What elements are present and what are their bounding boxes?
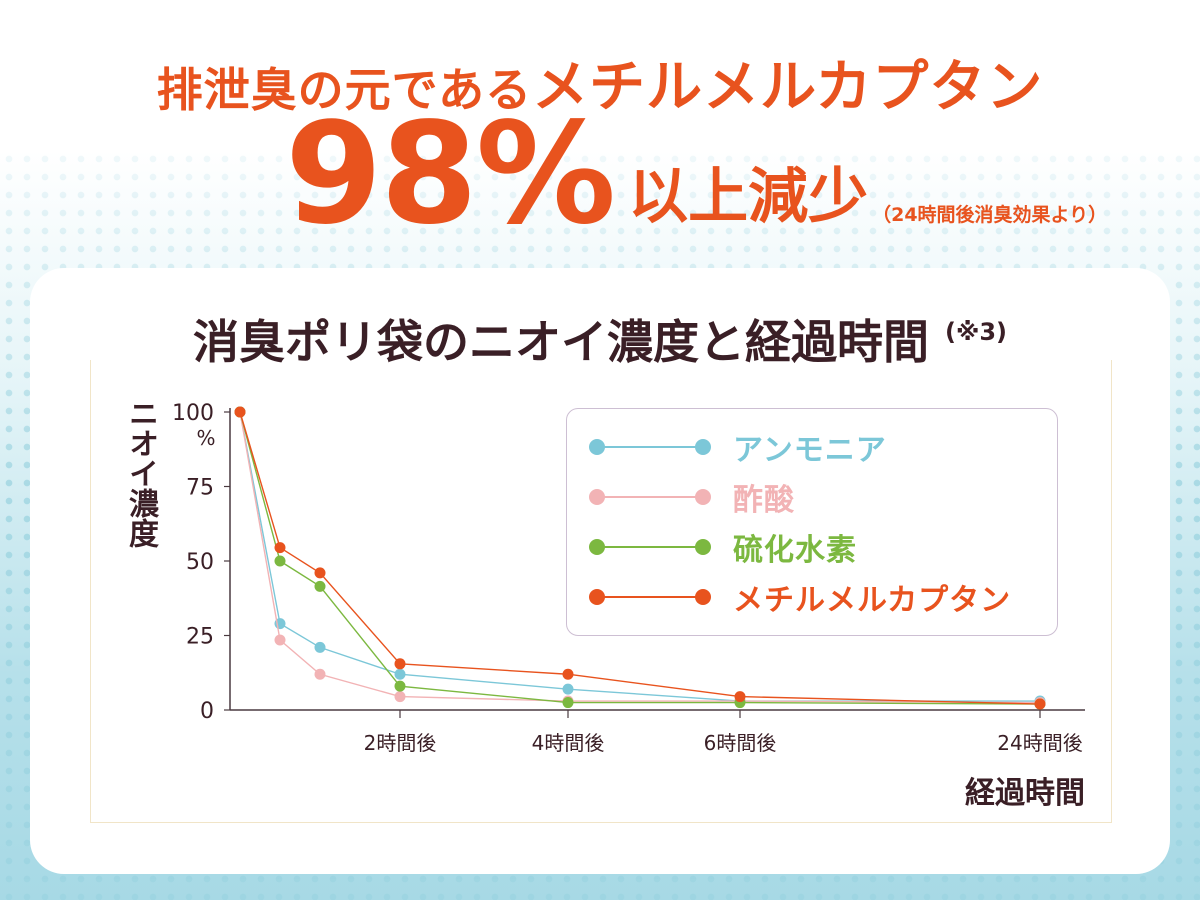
chart-title-note: (※3)	[945, 318, 1007, 346]
data-point	[394, 668, 406, 680]
legend-swatch	[589, 539, 711, 555]
headline-prefix: 排泄臭の元である	[156, 63, 533, 117]
data-point	[314, 668, 326, 680]
data-point	[234, 406, 246, 418]
chart-title-text: 消臭ポリ袋のニオイ濃度と経過時間	[193, 315, 929, 369]
headline-line-1: 排泄臭の元であるメチルメルカプタン	[0, 42, 1200, 123]
legend-label: 硫化水素	[733, 533, 857, 568]
y-axis-label: ニオイ濃度	[123, 398, 158, 548]
data-point	[314, 580, 326, 592]
data-point	[314, 567, 326, 579]
x-tick-label: 4時間後	[532, 731, 605, 755]
legend-label: アンモニア	[733, 433, 887, 468]
headline-note: （24時間後消臭効果より）	[872, 204, 1108, 226]
headline-line-2: 98% 以上減少 （24時間後消臭効果より）	[285, 105, 1107, 245]
data-point	[394, 658, 406, 670]
data-point	[274, 555, 286, 567]
data-point	[274, 634, 286, 646]
series-line-1	[239, 411, 1041, 704]
headline-emphasis: メチルメルカプタン	[532, 55, 1044, 120]
legend: アンモニア 酢酸 硫化水素 メチルメルカプタン	[566, 408, 1058, 636]
data-point	[562, 668, 574, 680]
chart-title: 消臭ポリ袋のニオイ濃度と経過時間 (※3)	[0, 306, 1200, 372]
headline-reduction: 以上減少	[628, 162, 869, 232]
y-unit-label: %	[196, 426, 215, 450]
x-tick-label: 24時間後	[997, 731, 1082, 755]
y-tick-label: 25	[186, 625, 214, 650]
legend-item-hydrogen-sulfide: 硫化水素	[589, 527, 857, 568]
x-tick-label: 2時間後	[364, 731, 437, 755]
legend-item-ammonia: アンモニア	[589, 427, 887, 468]
data-point	[314, 641, 326, 653]
x-axis-label: 経過時間	[965, 776, 1085, 811]
y-tick-label: 100	[172, 401, 214, 426]
data-point	[562, 683, 574, 695]
y-tick-label: 0	[200, 699, 214, 724]
data-point	[274, 542, 286, 554]
legend-item-acetic-acid: 酢酸	[589, 477, 795, 518]
y-tick-label: 50	[186, 550, 214, 575]
data-point	[734, 691, 746, 703]
legend-swatch	[589, 589, 711, 605]
x-tick-label: 6時間後	[704, 731, 777, 755]
data-point	[394, 680, 406, 692]
y-tick-label: 75	[186, 476, 214, 501]
data-point	[562, 697, 574, 709]
legend-swatch	[589, 489, 711, 505]
headline-percent: 98%	[285, 93, 616, 256]
data-point	[394, 691, 406, 703]
legend-label: 酢酸	[733, 483, 795, 518]
legend-label: メチルメルカプタン	[733, 583, 1012, 618]
legend-item-methyl-mercaptan: メチルメルカプタン	[589, 577, 1012, 618]
plot-frame	[90, 360, 1112, 823]
data-point	[1034, 698, 1046, 710]
legend-swatch	[589, 439, 711, 455]
series-line-0	[239, 411, 1040, 702]
